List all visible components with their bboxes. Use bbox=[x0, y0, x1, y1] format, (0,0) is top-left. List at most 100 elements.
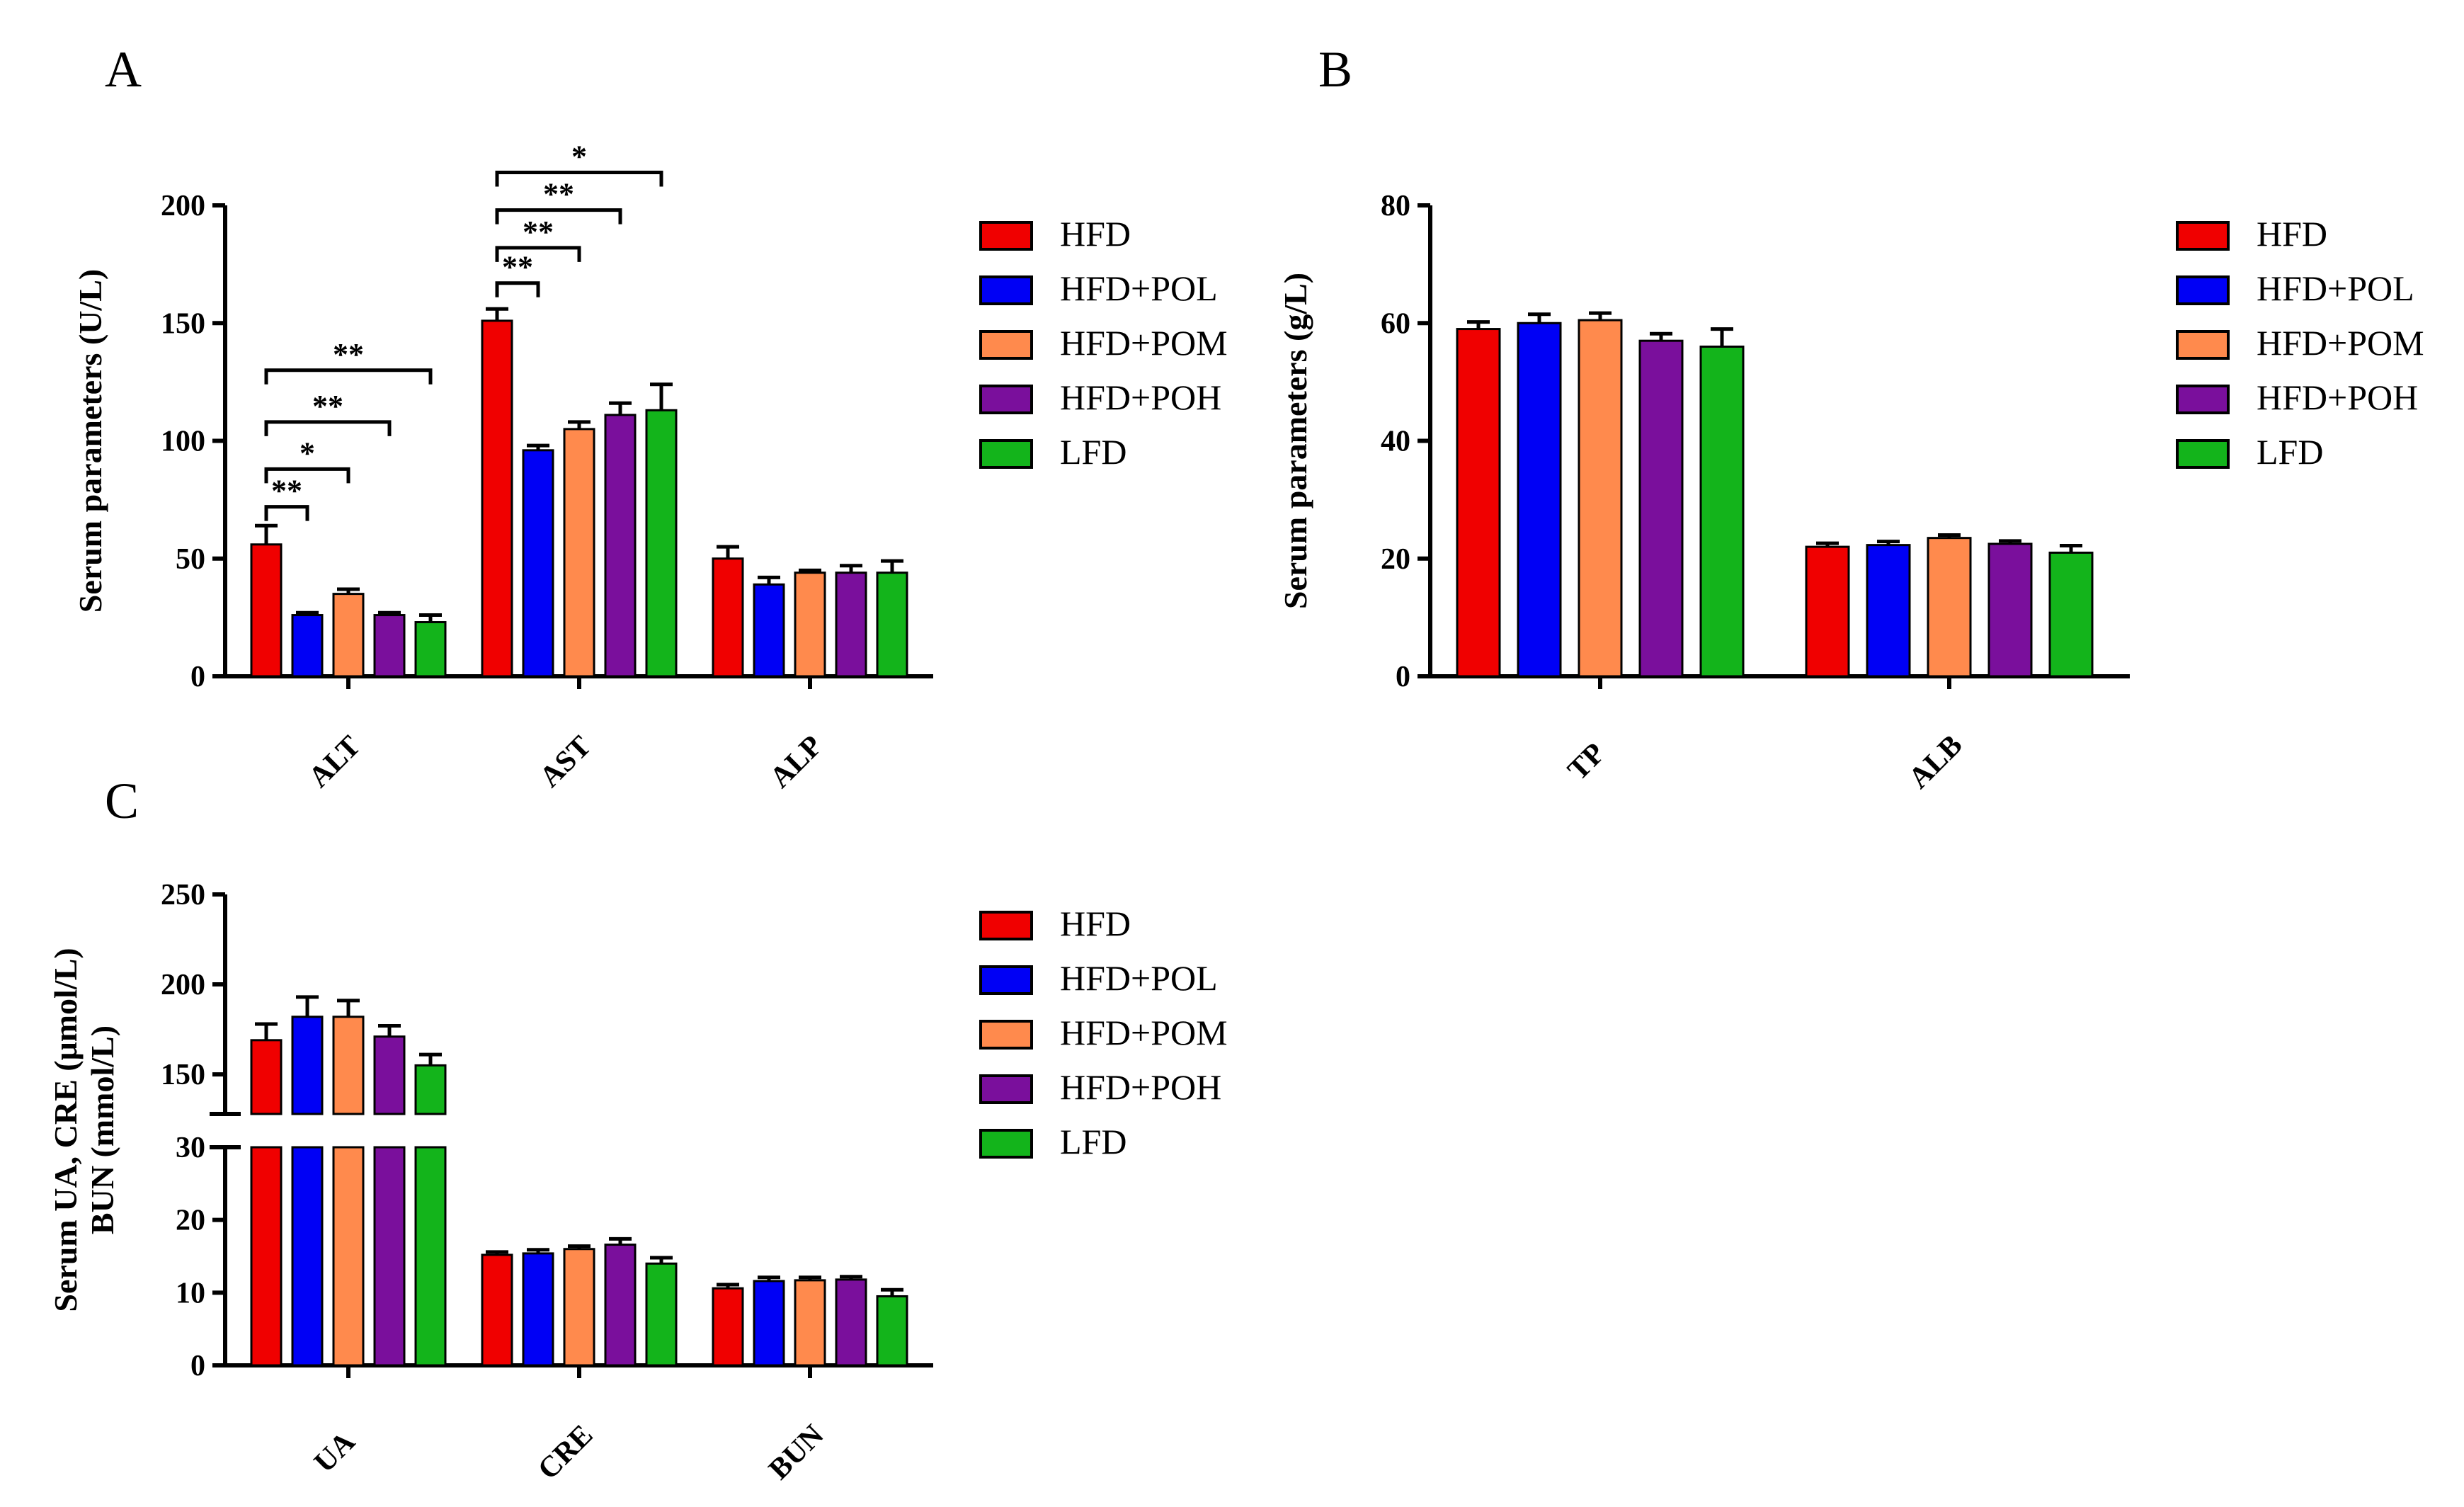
y-tick-label: 200 bbox=[161, 190, 205, 222]
legend-label-lfd: LFD bbox=[2257, 432, 2323, 472]
y-tick-label: 20 bbox=[176, 1205, 205, 1237]
legend-label-hfd: HFD bbox=[1060, 214, 1131, 254]
bar-bun-hfd-pom bbox=[794, 1279, 826, 1367]
category-label-ua: UA bbox=[308, 1426, 362, 1479]
bar-cre-hfd bbox=[481, 1253, 513, 1367]
significance-bracket bbox=[264, 368, 433, 385]
legend-swatch-hfd bbox=[2176, 221, 2230, 251]
legend-swatch-hfd-poh bbox=[979, 1074, 1033, 1104]
y-tick-label: 0 bbox=[1396, 661, 1410, 693]
legend-label-hfd-poh: HFD+POH bbox=[1060, 377, 1221, 417]
legend-swatch-hfd-pol bbox=[979, 965, 1033, 995]
bar-ast-hfd-pol bbox=[522, 449, 554, 678]
bar-alt-hfd-poh bbox=[373, 614, 406, 678]
legend-swatch-hfd-poh bbox=[2176, 385, 2230, 414]
bar-tp-lfd bbox=[1699, 346, 1745, 678]
legend-label-hfd-pol: HFD+POL bbox=[2257, 268, 2414, 308]
significance-bracket bbox=[495, 246, 581, 262]
bar-cre-hfd-pom bbox=[563, 1248, 595, 1367]
bar-alp-hfd-pol bbox=[753, 583, 785, 678]
bar-bun-hfd-poh bbox=[835, 1278, 867, 1367]
y-axis-label: Serum parameters (g/L) bbox=[1277, 273, 1313, 609]
panel-letter-c: C bbox=[105, 773, 139, 829]
y-tick-label: 10 bbox=[176, 1277, 205, 1309]
bar-alp-hfd-pom bbox=[794, 571, 826, 678]
legend-swatch-hfd-pol bbox=[2176, 275, 2230, 305]
bar-ast-hfd-poh bbox=[604, 414, 637, 678]
bar-bun-hfd bbox=[712, 1287, 744, 1367]
significance-label: ** bbox=[271, 474, 302, 508]
y-axis-label-line1: Serum UA, CRE (μmol/L) bbox=[47, 948, 84, 1312]
legend-swatch-hfd bbox=[979, 221, 1033, 251]
bar-upper-ua-hfd-pol bbox=[291, 1016, 324, 1115]
bar-bun-lfd bbox=[876, 1295, 908, 1367]
significance-label: ** bbox=[502, 250, 533, 285]
significance-label: ** bbox=[312, 389, 343, 423]
y-tick-label: 0 bbox=[190, 1350, 205, 1382]
legend-label-lfd: LFD bbox=[1060, 1122, 1127, 1161]
legend-label-hfd-pol: HFD+POL bbox=[1060, 268, 1218, 308]
bar-tp-hfd-pom bbox=[1578, 319, 1623, 678]
significance-bracket bbox=[495, 208, 622, 224]
legend-c: HFD HFD+POL HFD+POM HFD+POH LFD bbox=[979, 904, 1228, 1161]
bar-alp-lfd bbox=[876, 571, 908, 678]
legend-label-hfd-pom: HFD+POM bbox=[1060, 1013, 1228, 1052]
category-label-cre: CRE bbox=[532, 1418, 599, 1486]
bar-ast-hfd-pom bbox=[563, 428, 595, 678]
bar-alb-hfd-pol bbox=[1866, 544, 1911, 678]
significance-bracket bbox=[495, 170, 663, 187]
category-label-bun: BUN bbox=[763, 1418, 830, 1486]
significance-label: * bbox=[571, 139, 587, 174]
legend-label-hfd: HFD bbox=[1060, 904, 1131, 943]
bar-alt-hfd-pom bbox=[332, 593, 365, 678]
bar-lower-ua-lfd bbox=[414, 1146, 447, 1367]
bar-tp-hfd bbox=[1456, 328, 1501, 678]
legend-label-hfd: HFD bbox=[2257, 214, 2327, 254]
legend-swatch-hfd-pom bbox=[979, 1020, 1033, 1050]
legend-swatch-hfd-pom bbox=[2176, 330, 2230, 360]
legend-label-hfd-pol: HFD+POL bbox=[1060, 958, 1218, 998]
bar-alt-hfd-pol bbox=[291, 614, 324, 678]
legend-swatch-hfd-pom bbox=[979, 330, 1033, 360]
significance-label: * bbox=[300, 436, 315, 470]
legend-b: HFD HFD+POL HFD+POM HFD+POH LFD bbox=[2176, 214, 2424, 472]
bar-upper-ua-lfd bbox=[414, 1064, 447, 1115]
category-label-alt: ALT bbox=[302, 729, 367, 794]
significance-label: ** bbox=[523, 215, 554, 249]
legend-label-hfd-pom: HFD+POM bbox=[1060, 323, 1228, 363]
y-tick-label: 150 bbox=[161, 307, 205, 340]
legend-swatch-lfd bbox=[2176, 439, 2230, 469]
category-label-tp: TP bbox=[1562, 737, 1612, 787]
bar-lower-ua-hfd-pol bbox=[291, 1146, 324, 1367]
y-tick-label: 60 bbox=[1381, 307, 1410, 340]
y-tick-label: 20 bbox=[1381, 543, 1410, 576]
bar-cre-hfd-pol bbox=[522, 1252, 554, 1367]
legend-swatch-hfd bbox=[979, 911, 1033, 940]
bar-alb-hfd bbox=[1805, 545, 1850, 678]
significance-label: ** bbox=[333, 337, 364, 372]
bar-cre-lfd bbox=[645, 1262, 678, 1367]
panel-letter-b: B bbox=[1318, 41, 1352, 98]
y-tick-label: 40 bbox=[1381, 426, 1410, 458]
bar-lower-ua-hfd bbox=[250, 1146, 283, 1367]
bar-cre-hfd-poh bbox=[604, 1244, 637, 1367]
legend-swatch-lfd bbox=[979, 439, 1033, 469]
significance-bracket bbox=[264, 467, 350, 484]
legend-swatch-lfd bbox=[979, 1129, 1033, 1159]
significance-bracket bbox=[264, 420, 392, 436]
y-tick-label: 30 bbox=[176, 1132, 205, 1164]
bar-tp-hfd-pol bbox=[1517, 322, 1562, 678]
category-label-alb: ALB bbox=[1903, 729, 1969, 795]
y-tick-label: 200 bbox=[161, 969, 205, 1001]
significance-bracket bbox=[264, 505, 309, 521]
legend-label-hfd-poh: HFD+POH bbox=[2257, 377, 2418, 417]
y-tick-label: 100 bbox=[161, 426, 205, 458]
bar-alt-lfd bbox=[414, 621, 447, 678]
chart-a: 0 50 100 150 200 Serum parameters (U/L) ALT AST… bbox=[72, 139, 933, 795]
category-label-ast: AST bbox=[534, 730, 598, 794]
y-tick-label: 0 bbox=[190, 661, 205, 693]
bar-upper-ua-hfd bbox=[250, 1039, 283, 1115]
bar-alt-hfd bbox=[250, 543, 283, 678]
